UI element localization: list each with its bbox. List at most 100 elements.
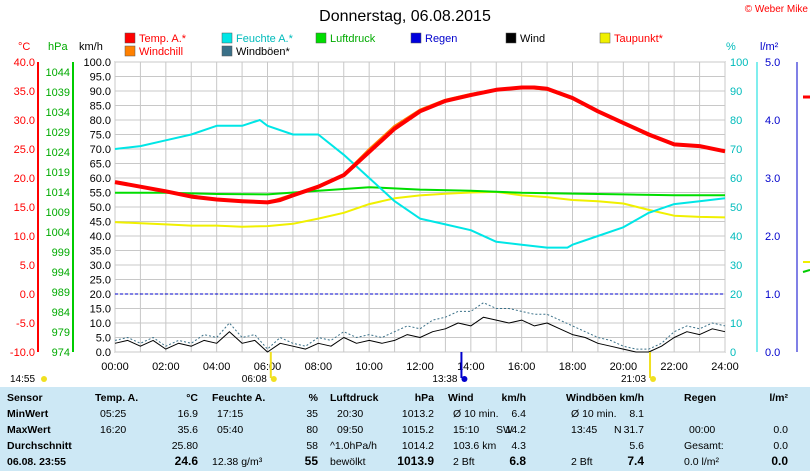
wind-current-value: 6.8 [509,454,526,468]
temp-tick-label: 20.0 [14,173,35,185]
temp-tick-label: 0.0 [20,289,35,301]
dewpoint-series [114,190,726,228]
temp-axis-label: °C [18,41,30,53]
stats-table: Sensor MinWert MaxWert Durchschnitt 06.0… [0,387,810,471]
weather-chart: Donnerstag, 06.08.2015 © Weber Mike °C hP… [10,4,810,385]
sensor-header: Sensor [7,392,43,404]
temp-tick-label: 35.0 [14,86,35,98]
rain-axis-label: l/m² [760,41,779,53]
legend-swatch-gust [221,45,233,57]
wind-header: Wind [448,392,474,404]
humidity-tick-label: 30 [730,260,742,272]
gust-max-direction: N [614,424,622,436]
row-label-avg: Durchschnitt [7,440,72,452]
humidity-tick-label: 10 [730,318,742,330]
temp-current-value: 24.6 [174,454,198,468]
humidity-tick-label: 50 [730,202,742,214]
humidity-header: Feuchte A. [212,392,266,404]
pressure-min-value: 1013.2 [401,408,434,420]
temp-tick-label: -5.0 [16,318,35,330]
temp-tick-label: 40.0 [14,57,35,69]
legend-swatch-windchill [124,45,136,57]
legend-swatch-wind [505,32,517,44]
temp-min-time: 05:25 [100,408,127,420]
x-tick-label: 20:00 [610,361,638,373]
pressure-min-time: 20:30 [337,408,364,420]
humidity-axis-label: % [726,41,736,53]
x-tick-label: 06:00 [254,361,282,373]
wind-tick-label: 100.0 [83,57,111,69]
rain-tick-label: 2.0 [765,231,780,243]
wind-direction-markers: 14:55 06:08 13:38 21:03 [10,95,810,385]
wind-tick-label: 35.0 [90,246,111,258]
legend-swatch-temp [124,32,136,44]
wind-tick-label: 65.0 [90,159,111,171]
sun-time-label: 14:55 [10,374,35,385]
pressure-header: Luftdruck [330,392,379,404]
pressure-current-value: 1013.9 [397,454,434,468]
humidity-avg-value: 58 [306,440,318,452]
humidity-max-value: 80 [306,424,318,436]
marker-icon [270,376,277,382]
marker-time-label: 13:38 [432,374,457,385]
wind-tick-label: 50.0 [90,202,111,214]
wind-tick-label: 30.0 [90,260,111,272]
legend-swatch-rain [410,32,422,44]
wind-tick-label: 0.0 [96,347,111,359]
temp-tick-label: 10.0 [14,231,35,243]
wind-tick-label: 80.0 [90,115,111,127]
pressure-trend: ^1.0hPa/h [330,440,377,452]
sun-icon [41,376,47,382]
pressure-max-time: 09:50 [337,424,364,436]
wind-avg-value: 6.4 [511,408,526,420]
wind-mean-value: 4.3 [511,440,526,452]
grid-lines [114,61,726,353]
pressure-tick-label: 1024 [46,147,70,159]
rain-unit: l/m² [769,392,788,404]
row-label-max: MaxWert [7,424,51,436]
gust-avg-value: 8.1 [629,408,644,420]
temp-max-value: 35.6 [177,424,198,436]
pressure-tick-label: 1034 [46,107,70,119]
wind-tick-label: 55.0 [90,188,111,200]
temp-series [114,85,726,205]
wind-tick-label: 60.0 [90,173,111,185]
temp-tick-label: 30.0 [14,115,35,127]
x-tick-label: 12:00 [406,361,434,373]
wind-series [114,316,726,353]
pressure-unit: hPa [414,392,434,404]
wind-axis-label: km/h [79,41,103,53]
wind-tick-label: 95.0 [90,72,111,84]
legend-label-pressure: Luftdruck [330,33,376,45]
legend-label-dewpoint: Taupunkt* [614,33,664,45]
rain-tick-label: 3.0 [765,173,780,185]
wind-tick-label: 10.0 [90,318,111,330]
pressure-tick-label: 1009 [46,207,70,219]
temp-avg-value: 25.80 [171,440,198,452]
wind-unit: km/h [501,392,526,404]
humidity-tick-label: 100 [730,57,748,69]
legend-swatch-dewpoint [599,32,611,44]
humidity-tick-label: 40 [730,231,742,243]
x-tick-label: 08:00 [305,361,333,373]
marker-icon [650,376,657,382]
humidity-tick-label: 20 [730,289,742,301]
pressure-tick-label: 1019 [46,167,70,179]
rain-tick-label: 0.0 [765,347,780,359]
humidity-tick-label: 60 [730,173,742,185]
wind-distance: 103.6 km [453,440,497,452]
x-tick-label: 22:00 [660,361,688,373]
humidity-absolute: 12.38 g/m³ [212,456,263,468]
legend-label-rain: Regen [425,33,457,45]
gust-max-time: 13:45 [571,424,598,436]
edge-mark-pressure [802,269,810,273]
legend-label-temp: Temp. A.* [139,33,187,45]
wind-tick-label: 90.0 [90,86,111,98]
axes: °C hPa km/h% l/m² 40.0 35.0 30.0 25.0 20.0 15.0 10… [10,41,798,373]
gust-avg-label: Ø 10 min. [571,408,617,420]
gust-beaufort: 2 Bft [571,456,593,468]
x-tick-label: 14:00 [457,361,485,373]
pressure-tick-label: 989 [52,287,70,299]
wind-tick-label: 15.0 [90,304,111,316]
legend-label-gust: Windböen* [236,46,291,58]
